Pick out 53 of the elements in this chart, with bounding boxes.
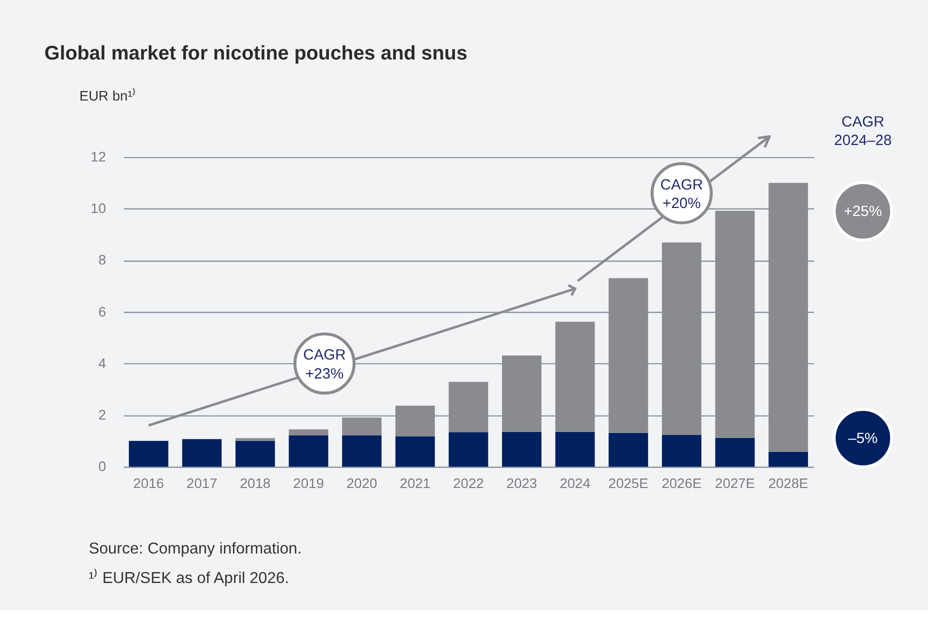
x-tick-label: 2022 xyxy=(453,476,484,491)
bar xyxy=(608,278,648,433)
bar xyxy=(235,440,275,467)
bar xyxy=(662,242,702,435)
chart-title: Global market for nicotine pouches and snus xyxy=(44,42,468,64)
x-tick-label: 2027E xyxy=(715,476,755,491)
x-tick-label: 2021 xyxy=(400,476,430,491)
y-tick-label: 4 xyxy=(98,356,106,371)
bar xyxy=(555,322,595,432)
bar xyxy=(715,438,755,467)
x-tick-label: 2025E xyxy=(608,476,648,491)
x-tick-label: 2016 xyxy=(133,476,164,491)
text: CAGR 2024–28 xyxy=(834,114,892,150)
text: –5% xyxy=(848,431,878,448)
bar xyxy=(768,182,808,452)
y-tick-label: 10 xyxy=(90,201,106,216)
bar xyxy=(662,434,702,467)
bar xyxy=(768,452,808,467)
x-tick-label: 2028E xyxy=(768,476,808,491)
text: ¹⁾ EUR/SEK as of April 2026. xyxy=(88,568,290,588)
y-tick-label: 8 xyxy=(98,252,106,268)
bar xyxy=(608,432,648,467)
bar xyxy=(235,438,275,441)
text: +25% xyxy=(844,204,882,220)
x-tick-label: 2023 xyxy=(506,476,538,491)
source-note: Source: Company information. xyxy=(88,540,302,558)
y-tick-label: 12 xyxy=(90,150,106,165)
annotation: CAGR +20% xyxy=(660,177,704,212)
bar xyxy=(715,210,755,438)
x-tick-label: 2019 xyxy=(293,476,324,491)
bar xyxy=(128,440,168,467)
bar xyxy=(555,432,595,467)
bar xyxy=(342,417,382,436)
bar xyxy=(395,406,435,436)
bar xyxy=(288,435,328,467)
bar xyxy=(395,436,435,467)
annotation: CAGR +23% xyxy=(303,348,346,382)
bar xyxy=(288,429,328,436)
y-axis-title: EUR bn¹⁾ xyxy=(79,87,136,104)
x-tick-label: 2020 xyxy=(346,476,378,491)
y-tick-label: 6 xyxy=(98,304,106,320)
bar xyxy=(502,356,542,432)
y-tick-label: 0 xyxy=(98,459,106,474)
bar xyxy=(448,432,488,467)
x-tick-label: 2017 xyxy=(186,476,218,491)
y-tick-label: 2 xyxy=(98,408,106,423)
bar xyxy=(342,435,382,467)
x-tick-label: 2024 xyxy=(560,476,591,491)
bar xyxy=(182,439,222,467)
x-tick-label: 2018 xyxy=(240,476,271,491)
bar xyxy=(448,382,488,432)
bar xyxy=(502,432,542,467)
x-tick-label: 2026E xyxy=(662,476,702,491)
